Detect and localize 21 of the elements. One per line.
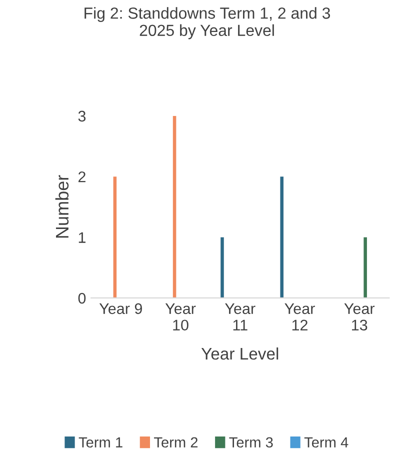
legend-label: Term 1	[78, 437, 122, 448]
y-tick-label: 1	[78, 232, 86, 243]
chart-title: Fig 2: Standdowns Term 1, 2 and 3 2025 by Year Level	[84, 7, 330, 40]
bar	[172, 116, 176, 298]
y-tick-label: 3	[78, 110, 86, 122]
y-axis-title: Number	[55, 175, 69, 238]
x-tick-label: Year 10	[165, 303, 196, 331]
legend-label: Term 4	[304, 437, 348, 448]
x-tick-label: Year 9	[99, 303, 142, 314]
legend-label: Term 3	[229, 437, 273, 448]
y-tick-label: 2	[78, 171, 86, 182]
y-tick-label: 0	[78, 292, 86, 304]
bar	[364, 237, 367, 298]
bar	[113, 176, 117, 298]
bar	[280, 176, 284, 298]
x-tick-label: Year 12	[284, 303, 315, 330]
x-tick-label: Year 11	[225, 303, 256, 330]
x-tick-label: Year 13	[344, 303, 375, 331]
legend-label: Term 2	[154, 437, 198, 448]
x-axis-title: Year Level	[201, 347, 278, 360]
bar	[220, 237, 224, 298]
